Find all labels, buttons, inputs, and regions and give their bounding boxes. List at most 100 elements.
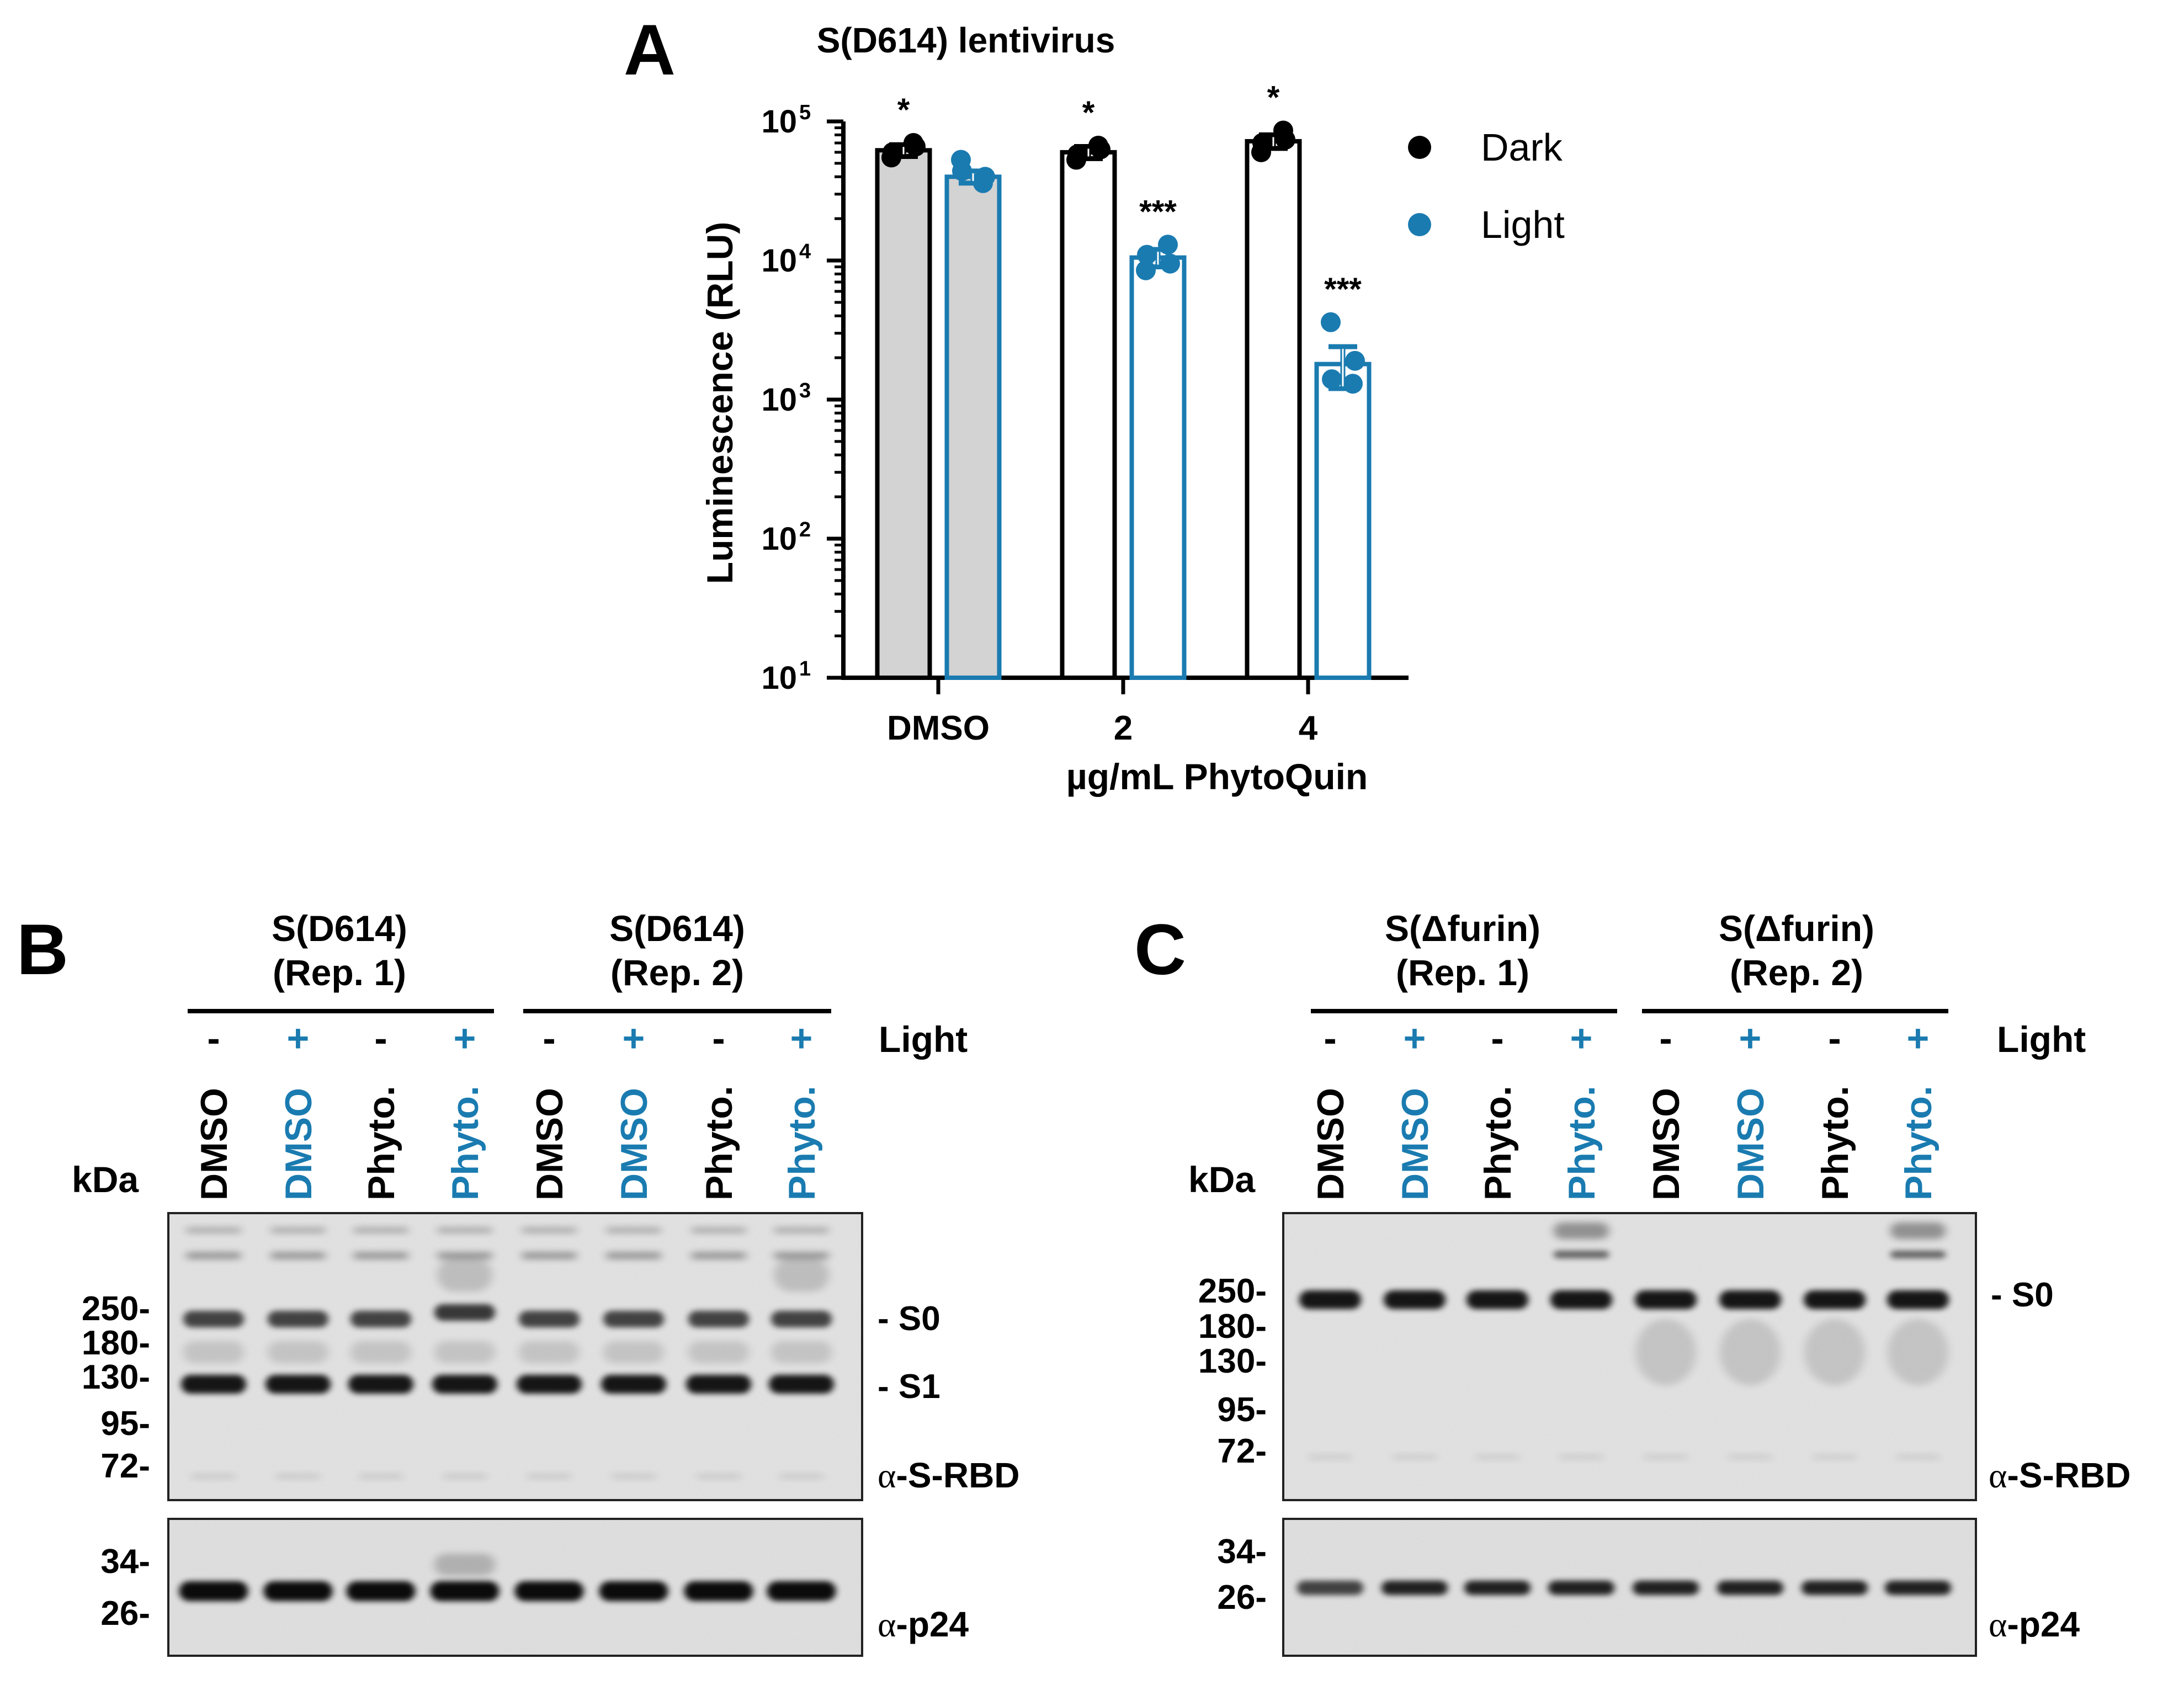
blot-band — [437, 1252, 492, 1259]
blot-band — [519, 1311, 580, 1327]
blot-band — [1896, 1455, 1940, 1459]
lane-light-sign: + — [454, 1017, 476, 1060]
blot-band — [353, 1227, 408, 1233]
blot-band — [348, 1375, 413, 1394]
blot-band — [1554, 1222, 1609, 1239]
marker-ladder-p24: 34-26- — [100, 1543, 150, 1633]
blot-band — [268, 1311, 328, 1327]
group-2-subtitle: (Rep. 2) — [1730, 952, 1863, 993]
blot-band — [183, 1311, 244, 1327]
y-tick-label: 10 — [761, 104, 797, 140]
lane-label: Phyto. — [360, 1086, 402, 1200]
marker-label: 180- — [1198, 1307, 1267, 1346]
blot-band — [769, 1375, 834, 1394]
lane-light-sign: - — [1491, 1017, 1503, 1060]
blot-band — [767, 1581, 836, 1601]
blot-band — [1466, 1290, 1528, 1309]
significance-label: *** — [1139, 194, 1177, 230]
blot-band — [1297, 1581, 1363, 1595]
blot-band — [779, 1474, 823, 1479]
blot-s-rbd — [1282, 1212, 1977, 1501]
blot-band — [774, 1258, 829, 1291]
blot-band — [350, 1311, 411, 1327]
blot-band — [1802, 1581, 1868, 1595]
marker-label: 95- — [100, 1405, 150, 1443]
blot-p24 — [167, 1518, 863, 1657]
blot-band — [774, 1252, 829, 1259]
blot-band — [603, 1311, 664, 1327]
marker-label: 130- — [1198, 1342, 1267, 1380]
blot-band — [181, 1375, 246, 1394]
y-tick-exponent: 2 — [799, 518, 811, 541]
lane-label: DMSO — [613, 1088, 655, 1200]
blot-band — [771, 1311, 832, 1327]
blot-band — [263, 1581, 333, 1601]
blot-band — [1299, 1290, 1361, 1309]
lane-light-sign: - — [543, 1017, 555, 1060]
antibody-label-p24: α-p24 — [878, 1604, 969, 1644]
blot-band — [1554, 1251, 1609, 1258]
blot-band — [522, 1227, 577, 1233]
bar — [944, 174, 1002, 680]
blot-band — [179, 1581, 248, 1601]
kda-label: kDa — [72, 1159, 139, 1200]
lane-label: Phyto. — [1814, 1086, 1856, 1200]
y-axis-label: Luminescence (RLU) — [699, 222, 740, 584]
blot-band — [350, 1341, 411, 1363]
panel-b-letter: B — [17, 909, 68, 990]
antibody-label-s-rbd: α-S-RBD — [878, 1455, 1020, 1495]
lane-light-sign: + — [623, 1017, 645, 1060]
blot-band — [527, 1474, 571, 1479]
y-tick-exponent: 3 — [799, 379, 811, 402]
y-tick-exponent: 5 — [799, 101, 811, 124]
significance-label: *** — [1324, 272, 1362, 307]
panel-c: C S(Δfurin) (Rep. 1) S(Δfurin) (Rep. 2) … — [1134, 908, 2131, 1657]
blot-band — [432, 1375, 497, 1394]
lane-light-sign: + — [1570, 1017, 1593, 1060]
lane-light-sign: - — [1828, 1017, 1841, 1060]
blot-band — [346, 1581, 416, 1601]
blot-band — [606, 1252, 661, 1259]
blot-band — [1635, 1319, 1696, 1385]
blot-band — [1717, 1581, 1783, 1595]
blot-band — [1475, 1455, 1519, 1459]
lane-label: DMSO — [1645, 1088, 1687, 1200]
marker-ladder-p24: 34-26- — [1217, 1533, 1267, 1617]
marker-label: 250- — [82, 1290, 150, 1328]
blot-band — [1633, 1581, 1699, 1595]
blot-band — [437, 1258, 492, 1291]
lane-label: Phyto. — [1477, 1086, 1519, 1200]
legend: Dark Light — [1408, 126, 1565, 246]
panel-a-letter: A — [624, 9, 676, 90]
blot-band — [434, 1554, 495, 1576]
blot-band — [186, 1252, 241, 1259]
lane-label: Phyto. — [444, 1086, 486, 1200]
data-point — [1321, 312, 1341, 332]
lane-label: DMSO — [529, 1088, 571, 1200]
blot-band — [774, 1227, 829, 1233]
lane-label: Phyto. — [1561, 1086, 1603, 1200]
significance-label: * — [1082, 95, 1095, 131]
lane-light-sign: - — [1659, 1017, 1672, 1060]
bar — [1314, 362, 1372, 680]
bar — [1129, 255, 1187, 681]
lane-light-sign: - — [712, 1017, 725, 1060]
x-tick-label: 2 — [1114, 709, 1133, 747]
blot-band — [1381, 1581, 1448, 1595]
panel-c-letter: C — [1134, 909, 1186, 990]
blot-band — [1464, 1581, 1531, 1595]
blot-band — [1890, 1222, 1946, 1239]
blot-band — [1885, 1581, 1951, 1595]
legend-marker-light — [1408, 213, 1431, 236]
bar — [875, 148, 932, 680]
blot-band — [606, 1227, 661, 1233]
blot-band — [359, 1474, 403, 1479]
y-tick-exponent: 1 — [799, 657, 811, 681]
lane-light-sign: + — [1739, 1017, 1762, 1060]
y-tick-exponent: 4 — [799, 240, 811, 263]
blot-band — [270, 1252, 326, 1259]
lane-label: Phyto. — [1898, 1086, 1939, 1200]
marker-ladder: 250-180-130- 95-72- — [1198, 1272, 1267, 1470]
